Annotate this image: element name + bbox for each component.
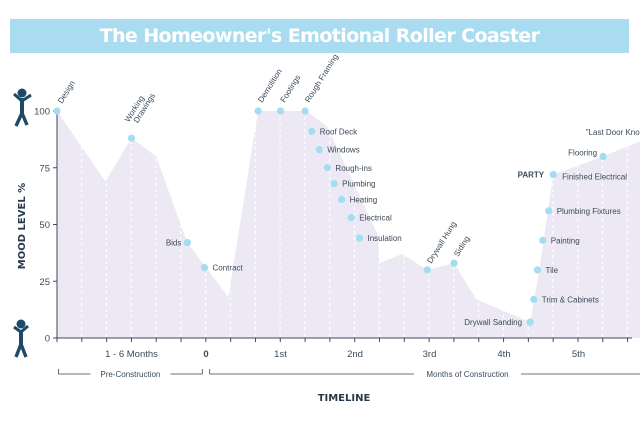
milestone-dot xyxy=(423,266,431,274)
stressed-person-icon xyxy=(13,319,29,358)
milestone-label: Trim & Cabinets xyxy=(542,295,599,304)
phase-label: Pre-Construction xyxy=(100,370,160,379)
y-tick-label: 0 xyxy=(45,334,50,345)
phase-label-bg xyxy=(90,369,171,379)
milestone-label: Painting xyxy=(551,236,580,245)
milestone-label: Contract xyxy=(213,264,244,273)
y-tick-label: 25 xyxy=(39,277,50,288)
milestone-dot xyxy=(53,107,61,115)
milestone-label: Flooring xyxy=(568,148,597,157)
phase-label: Months of Construction xyxy=(426,370,508,379)
milestone-dot xyxy=(301,107,309,115)
milestone-label: Finished Electrical xyxy=(562,173,627,182)
milestone-dot xyxy=(545,207,553,215)
milestone-dot xyxy=(599,152,607,160)
x-tick-label: 4th xyxy=(497,349,510,360)
x-tick-label: 5th xyxy=(572,349,585,360)
x-tick-label: 1st xyxy=(274,349,287,360)
milestone-dot xyxy=(355,234,364,242)
x-tick-label: 2nd xyxy=(347,349,363,360)
milestone-dot xyxy=(330,180,338,188)
milestone-dot xyxy=(276,107,285,115)
milestone-dot xyxy=(549,170,557,179)
milestone-dot xyxy=(530,295,538,304)
milestone-dot xyxy=(127,134,136,142)
milestone-label: PARTY xyxy=(518,171,545,180)
happy-person-icon xyxy=(13,88,32,127)
y-tick-label: 75 xyxy=(39,163,50,174)
milestone-label: Drywall Hung xyxy=(425,220,458,265)
milestone-dot xyxy=(254,107,262,115)
milestone-label: Footings xyxy=(279,73,303,104)
milestone-dot xyxy=(533,266,542,274)
milestone-label: Heating xyxy=(350,196,378,205)
milestone-dot xyxy=(539,236,547,244)
milestone-dot xyxy=(200,264,209,272)
y-tick-label: 50 xyxy=(39,220,50,231)
milestone-label: Drywall Sanding xyxy=(464,318,522,327)
milestone-dot xyxy=(183,239,191,247)
x-axis-title: TIMELINE xyxy=(318,393,371,404)
milestone-label: Siding xyxy=(452,235,471,259)
x-tick-label: 1 - 6 Months xyxy=(105,349,158,360)
milestone-label: Roof Deck xyxy=(320,127,358,136)
milestone-dot xyxy=(347,214,355,222)
y-axis-title: MOOD LEVEL % xyxy=(17,183,28,269)
milestone-dot xyxy=(337,195,346,204)
milestone-label: "Last Door Knob" xyxy=(586,128,640,137)
milestone-label: Bids xyxy=(166,239,182,248)
milestone-label: Plumbing xyxy=(342,180,375,189)
x-tick-label: 0 xyxy=(203,349,208,360)
milestone-label: Plumbing Fixtures xyxy=(557,207,621,216)
phase-label-bg xyxy=(413,369,521,379)
y-tick-label: 100 xyxy=(34,107,50,118)
milestone-label: Electrical xyxy=(359,214,392,223)
milestone-label: Design xyxy=(56,79,77,105)
x-tick-label: 3rd xyxy=(423,349,437,360)
milestone-dot xyxy=(526,318,534,326)
milestone-label: Rough-ins xyxy=(335,164,371,173)
mood-area xyxy=(57,111,640,338)
milestone-label: Tile xyxy=(546,266,559,275)
milestone-dot xyxy=(308,127,316,136)
milestone-dot xyxy=(315,145,323,154)
milestone-label: DrawingsWorking xyxy=(123,87,157,128)
milestone-label: Rough Framing xyxy=(303,53,340,105)
milestone-label: Insulation xyxy=(367,234,401,243)
milestone-dot xyxy=(323,164,332,172)
title-banner: The Homeowner's Emotional Roller Coaster xyxy=(10,19,629,53)
milestone-label: Windows xyxy=(327,146,359,155)
chart-title: The Homeowner's Emotional Roller Coaster xyxy=(99,25,540,47)
milestone-dot xyxy=(450,259,458,267)
